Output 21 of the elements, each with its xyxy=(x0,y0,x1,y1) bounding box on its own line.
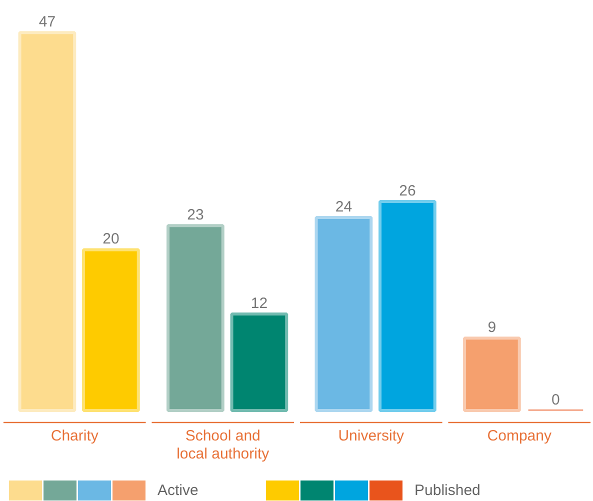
data-label: 9 xyxy=(488,319,496,336)
data-label: 24 xyxy=(335,198,352,216)
data-label: 0 xyxy=(552,392,560,408)
data-label: 47 xyxy=(38,14,56,31)
data-label: 26 xyxy=(399,182,416,200)
x-tick-label: University xyxy=(338,428,405,444)
bar xyxy=(18,31,76,412)
bar xyxy=(82,248,140,412)
data-label: 23 xyxy=(187,206,204,224)
bar xyxy=(166,224,224,412)
legend-label: Active xyxy=(158,482,198,499)
x-tick-label: Charity xyxy=(50,428,99,444)
bar xyxy=(230,312,288,412)
bar xyxy=(463,336,521,412)
data-label: 20 xyxy=(102,230,120,248)
legend-label: Published xyxy=(414,482,480,499)
x-tick-label: School and local authority xyxy=(176,428,270,462)
x-tick-label: Company xyxy=(487,428,552,444)
data-label: 12 xyxy=(250,295,268,312)
bar xyxy=(378,200,436,412)
bar xyxy=(314,216,373,412)
